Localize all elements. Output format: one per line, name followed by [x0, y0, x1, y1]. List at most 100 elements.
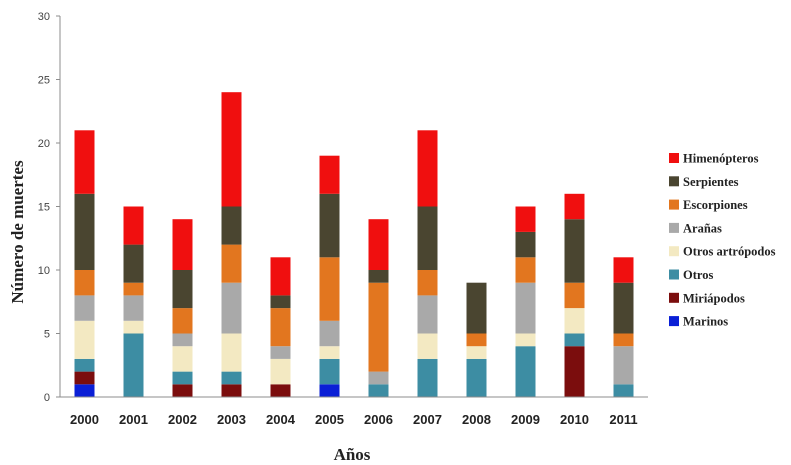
bar-2010-otros-artropodos: [564, 308, 585, 334]
legend-swatch-serpientes: [669, 176, 679, 187]
bar-2008-escorpiones: [466, 333, 487, 347]
bar-2007-serpientes: [417, 206, 438, 270]
bar-2007-aranas: [417, 295, 438, 334]
bar-2004-miriapodos: [270, 384, 291, 397]
bar-2002-aranas: [172, 333, 193, 347]
legend-label-himenopteros: Himenópteros: [683, 152, 759, 166]
bar-2002-himenopteros: [172, 219, 193, 270]
bar-2003-serpientes: [221, 206, 242, 245]
bar-2007-otros-artropodos: [417, 333, 438, 359]
x-tick-label: 2004: [266, 412, 296, 427]
bar-2000-miriapodos: [74, 371, 95, 385]
x-tick-label: 2002: [168, 412, 197, 427]
bar-2011-aranas: [613, 346, 634, 385]
legend-swatch-escorpiones: [669, 199, 679, 210]
bar-2000-himenopteros: [74, 130, 95, 194]
y-tick-label: 30: [38, 11, 50, 23]
bar-2011-serpientes: [613, 282, 634, 334]
bar-2011-otros: [613, 384, 634, 397]
y-tick-label: 0: [44, 392, 50, 404]
legend-swatch-marinos: [669, 316, 679, 327]
bar-2005-himenopteros: [319, 155, 340, 194]
x-ticks-group: 2000 2001 2002 2003 2004 2005 2006 2007 2008 2009…: [70, 412, 638, 427]
bar-2007-himenopteros: [417, 130, 438, 207]
bar-2005-otros-artropodos: [319, 346, 340, 359]
legend-swatch-miriapodos: [669, 292, 679, 303]
y-ticks-group: 0 5 10 15 20 25 30: [38, 11, 60, 404]
legend-swatch-himenopteros: [669, 153, 679, 163]
bar-2001-escorpiones: [123, 282, 144, 296]
bar-2010-otros: [564, 333, 585, 347]
legend-swatch-aranas: [669, 222, 679, 233]
bar-2010-serpientes: [564, 219, 585, 283]
bar-2006-escorpiones: [368, 282, 389, 372]
bar-2003-aranas: [221, 282, 242, 334]
bar-2008-serpientes: [466, 282, 487, 334]
bars-group: [74, 92, 634, 397]
x-tick-label: 2011: [609, 412, 637, 427]
legend-label-aranas: Arañas: [683, 221, 722, 235]
bar-2008-otros: [466, 358, 487, 397]
bar-2004-serpientes: [270, 295, 291, 309]
bar-2003-escorpiones: [221, 244, 242, 283]
legend-label-otros: Otros: [683, 268, 713, 282]
legend-label-otros-artropodos: Otros artrópodos: [683, 245, 776, 259]
x-tick-label: 2005: [315, 412, 344, 427]
x-axis-title: Años: [334, 445, 371, 464]
bar-2000-escorpiones: [74, 270, 95, 296]
bar-2009-escorpiones: [515, 257, 536, 283]
bar-2008-otros-artropodos: [466, 346, 487, 359]
x-tick-label: 2009: [511, 412, 540, 427]
bar-2002-serpientes: [172, 270, 193, 309]
bar-2009-himenopteros: [515, 206, 536, 232]
legend-label-miriapodos: Miriápodos: [683, 291, 745, 305]
bar-2010-himenopteros: [564, 193, 585, 220]
x-tick-label: 2006: [364, 412, 393, 427]
bar-2005-serpientes: [319, 193, 340, 258]
x-tick-label: 2008: [462, 412, 491, 427]
legend-swatch-otros-artropodos: [669, 246, 679, 257]
bar-2009-aranas: [515, 282, 536, 334]
y-tick-label: 25: [38, 75, 50, 87]
legend: Himenópteros Serpientes Escorpiones Arañas O…: [669, 152, 776, 329]
bar-2005-marinos: [319, 384, 340, 397]
bar-2000-marinos: [74, 384, 95, 397]
bar-2004-himenopteros: [270, 257, 291, 296]
y-axis-title: Número de muertes: [8, 160, 27, 304]
bar-2003-himenopteros: [221, 92, 242, 207]
x-tick-label: 2010: [560, 412, 589, 427]
bar-2006-serpientes: [368, 270, 389, 283]
y-tick-label: 5: [44, 329, 50, 341]
x-tick-label: 2001: [119, 412, 148, 427]
bar-2000-aranas: [74, 295, 95, 321]
bar-2011-escorpiones: [613, 333, 634, 347]
bar-2004-aranas: [270, 346, 291, 359]
y-tick-label: 20: [38, 138, 50, 150]
bar-2006-himenopteros: [368, 219, 389, 270]
x-tick-label: 2003: [217, 412, 246, 427]
bar-2009-otros-artropodos: [515, 333, 536, 347]
bar-2001-aranas: [123, 295, 144, 321]
bar-2000-serpientes: [74, 193, 95, 270]
bar-2004-escorpiones: [270, 308, 291, 347]
bar-2007-escorpiones: [417, 270, 438, 296]
bar-2001-serpientes: [123, 244, 144, 283]
bar-2009-otros: [515, 346, 536, 397]
bar-2002-escorpiones: [172, 308, 193, 334]
bar-2005-escorpiones: [319, 257, 340, 321]
bar-2010-escorpiones: [564, 282, 585, 309]
bar-2011-himenopteros: [613, 257, 634, 283]
bar-2006-aranas: [368, 371, 389, 385]
legend-swatch-otros: [669, 269, 679, 280]
bar-2002-otros-artropodos: [172, 346, 193, 372]
x-tick-label: 2000: [70, 412, 99, 427]
bar-2003-otros: [221, 371, 242, 385]
legend-label-serpientes: Serpientes: [683, 175, 739, 189]
x-tick-label: 2007: [413, 412, 442, 427]
bar-2000-otros-artropodos: [74, 320, 95, 359]
bar-2006-otros: [368, 384, 389, 397]
bar-2009-serpientes: [515, 231, 536, 258]
bar-2001-otros: [123, 333, 144, 397]
legend-label-marinos: Marinos: [683, 315, 728, 329]
